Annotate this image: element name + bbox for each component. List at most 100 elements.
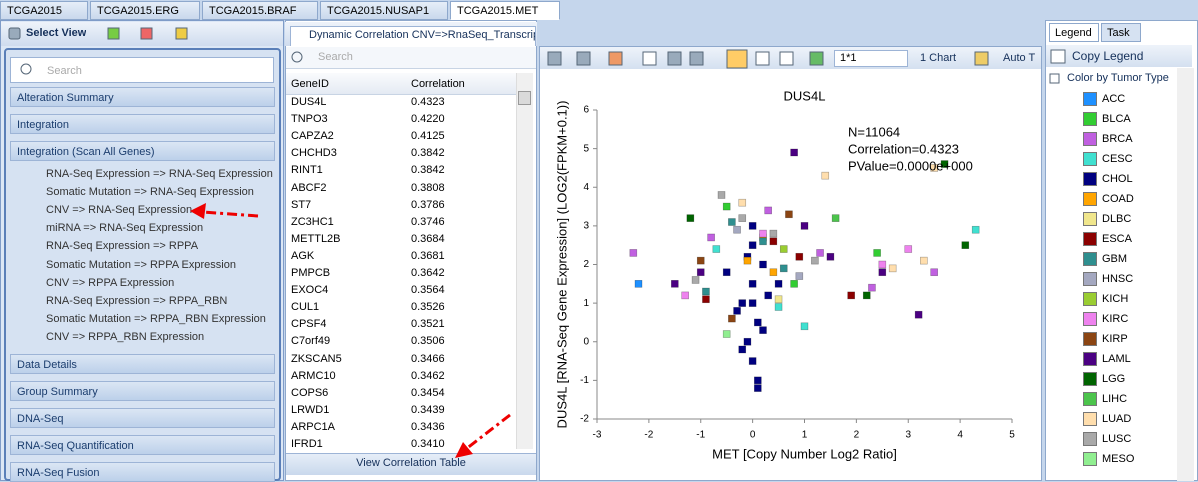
correlation[interactable]: 0.3684 — [411, 232, 445, 245]
correlation[interactable]: 0.3681 — [411, 249, 445, 262]
add-icon[interactable] — [107, 27, 120, 40]
legend-swatch[interactable] — [1083, 432, 1097, 446]
view-item[interactable]: RNA-Seq Expression => RPPA — [46, 240, 199, 253]
gene-id[interactable]: ST7 — [291, 198, 312, 211]
legend-swatch[interactable] — [1083, 312, 1097, 326]
legend-swatch[interactable] — [1083, 332, 1097, 346]
section-header[interactable]: RNA-Seq Quantification — [10, 435, 275, 455]
lock-icon[interactable] — [974, 51, 989, 66]
section-header[interactable]: Data Details — [10, 354, 275, 374]
doc-tab[interactable]: TCGA2015.ERG — [90, 1, 200, 20]
legend-label[interactable]: ACC — [1102, 93, 1126, 105]
column-header[interactable]: Correlation — [411, 78, 465, 90]
section-header[interactable]: Alteration Summary — [10, 87, 275, 107]
section-header[interactable]: Group Summary — [10, 381, 275, 401]
pointer-icon[interactable] — [726, 49, 748, 69]
doc-tab[interactable]: TCGA2015.NUSAP1 — [320, 1, 448, 20]
gene-id[interactable]: COPS6 — [291, 386, 329, 399]
correlation[interactable]: 0.3506 — [411, 335, 445, 348]
legend-swatch[interactable] — [1083, 292, 1097, 306]
gene-id[interactable]: PMPCB — [291, 267, 331, 279]
remove-icon[interactable] — [140, 27, 153, 40]
gene-id[interactable]: CPSF4 — [291, 318, 327, 331]
correlation[interactable]: 0.3808 — [411, 181, 445, 194]
tool-icon[interactable] — [667, 51, 682, 66]
legend-label[interactable]: HNSC — [1102, 273, 1134, 285]
view-item[interactable]: RNA-Seq Expression => RNA-Seq Expression — [46, 168, 273, 180]
legend-label[interactable]: ESCA — [1102, 233, 1132, 245]
layout-select[interactable] — [834, 50, 908, 67]
legend-swatch[interactable] — [1083, 92, 1097, 106]
gene-id[interactable]: IFRD1 — [291, 438, 323, 450]
correlation[interactable]: 0.3842 — [411, 164, 445, 177]
legend-label[interactable]: LGG — [1102, 373, 1126, 385]
correlation[interactable]: 0.3436 — [411, 420, 445, 433]
legend-swatch[interactable] — [1083, 252, 1097, 266]
gene-id[interactable]: C7orf49 — [291, 335, 331, 348]
tool-icon[interactable] — [779, 51, 794, 66]
gene-id[interactable]: ZC3HC1 — [291, 215, 334, 228]
legend-swatch[interactable] — [1083, 152, 1097, 166]
legend-swatch[interactable] — [1083, 212, 1097, 226]
correlation[interactable]: 0.3454 — [411, 386, 445, 399]
correlation[interactable]: 0.4323 — [411, 96, 445, 108]
correlation[interactable]: 0.3439 — [411, 403, 445, 416]
legend-swatch[interactable] — [1083, 352, 1097, 366]
view-item[interactable]: CNV => RPPA Expression — [46, 276, 175, 289]
print-icon[interactable] — [689, 51, 704, 66]
view-item[interactable]: Somatic Mutation => RNA-Seq Expression — [46, 186, 254, 199]
legend-label[interactable]: LUSC — [1102, 433, 1132, 445]
view-table-button[interactable]: View Correlation Table — [356, 457, 466, 469]
correlation[interactable]: 0.3642 — [411, 267, 445, 279]
gene-id[interactable]: ZKSCAN5 — [291, 352, 342, 365]
correlation[interactable]: 0.3466 — [411, 352, 445, 365]
gene-id[interactable]: CHCHD3 — [291, 147, 337, 160]
correlation[interactable]: 0.3564 — [411, 284, 445, 297]
gene-id[interactable]: EXOC4 — [291, 284, 329, 297]
select-view-icon[interactable] — [8, 27, 21, 40]
section-header[interactable]: Integration (Scan All Genes) — [10, 141, 275, 161]
correlation[interactable]: 0.4125 — [411, 130, 445, 143]
tool-icon[interactable] — [576, 51, 591, 66]
copy-legend[interactable]: Copy Legend — [1072, 49, 1144, 63]
legend-label[interactable]: CHOL — [1102, 173, 1133, 185]
view-item[interactable]: Somatic Mutation => RPPA_RBN Expression — [46, 312, 266, 325]
legend-label[interactable]: LAML — [1102, 353, 1131, 365]
tool-icon[interactable] — [547, 51, 562, 66]
view-item[interactable]: CNV => RNA-Seq Expression — [46, 204, 193, 217]
section-header[interactable]: Integration — [10, 114, 275, 134]
gene-id[interactable]: CUL1 — [291, 301, 320, 314]
star-icon[interactable] — [175, 27, 188, 40]
gene-id[interactable]: LRWD1 — [291, 403, 330, 416]
panel-tab[interactable]: Dynamic Correlation CNV=>RnaSeq_Transcri… — [290, 26, 536, 46]
collapse-icon[interactable] — [1049, 73, 1060, 84]
legend-swatch[interactable] — [1083, 112, 1097, 126]
legend-tab[interactable]: Legend — [1049, 23, 1099, 42]
gene-id[interactable]: METTL2B — [291, 232, 341, 245]
gene-id[interactable]: CAPZA2 — [291, 130, 334, 143]
tool-icon[interactable] — [642, 51, 657, 66]
copy-icon[interactable] — [1050, 49, 1066, 64]
view-item[interactable]: RNA-Seq Expression => RPPA_RBN — [46, 294, 228, 307]
legend-label[interactable]: MESO — [1102, 453, 1135, 465]
gene-id[interactable]: ARPC1A — [291, 420, 336, 433]
column-header[interactable]: GeneID — [291, 78, 329, 90]
scroll-thumb[interactable] — [518, 91, 531, 105]
tool-icon[interactable] — [755, 51, 770, 66]
doc-tab[interactable]: TCGA2015 — [0, 1, 88, 20]
correlation[interactable]: 0.3521 — [411, 318, 445, 331]
select-view[interactable]: Select View — [26, 27, 87, 39]
legend-tab[interactable]: Task — [1101, 23, 1141, 42]
legend-label[interactable]: KIRC — [1102, 313, 1129, 325]
legend-label[interactable]: KICH — [1102, 293, 1129, 305]
legend-label[interactable]: COAD — [1102, 193, 1134, 205]
chart-count[interactable]: 1 Chart — [920, 52, 957, 64]
legend-label[interactable]: BRCA — [1102, 133, 1133, 145]
correlation[interactable]: 0.4220 — [411, 113, 445, 126]
legend-swatch[interactable] — [1083, 272, 1097, 286]
legend-label[interactable]: LIHC — [1102, 393, 1128, 405]
gene-id[interactable]: AGK — [291, 249, 315, 262]
gene-id[interactable]: ARMC10 — [291, 369, 336, 382]
correlation[interactable]: 0.3462 — [411, 369, 445, 382]
correlation[interactable]: 0.3786 — [411, 198, 445, 211]
